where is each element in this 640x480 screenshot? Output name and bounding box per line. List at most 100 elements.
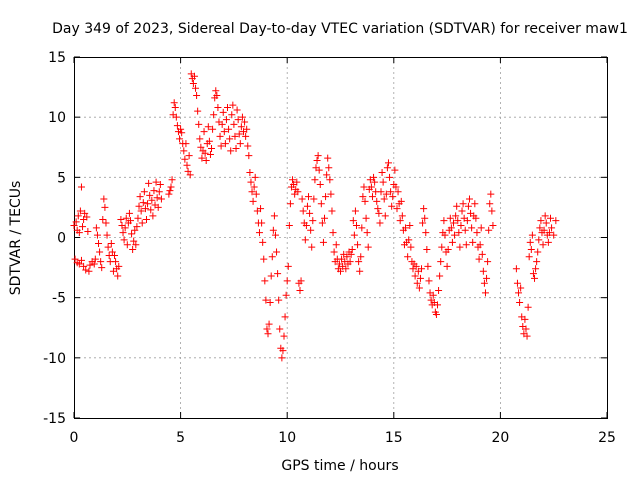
data-point — [425, 277, 433, 285]
data-point — [210, 111, 218, 119]
data-point — [305, 193, 313, 201]
data-point — [279, 347, 287, 355]
data-point — [186, 171, 194, 179]
data-point — [138, 219, 146, 227]
data-point — [100, 195, 108, 203]
data-point — [475, 255, 483, 263]
data-point — [458, 207, 466, 215]
data-point — [377, 188, 385, 196]
data-point — [307, 226, 315, 234]
x-axis-label: GPS time / hours — [281, 458, 398, 474]
data-point — [352, 221, 360, 229]
data-point — [456, 243, 464, 251]
data-point — [205, 137, 213, 145]
data-point — [402, 224, 410, 232]
data-point — [364, 243, 372, 251]
data-point — [311, 176, 319, 184]
data-point — [150, 187, 158, 195]
data-point — [270, 212, 278, 220]
data-point — [424, 262, 432, 270]
data-point — [262, 296, 270, 304]
data-point — [289, 176, 297, 184]
data-point — [379, 178, 387, 186]
data-point — [411, 272, 419, 280]
data-point — [528, 231, 536, 239]
data-point — [316, 181, 324, 189]
data-point — [111, 252, 119, 260]
data-point — [76, 207, 84, 215]
data-point — [178, 129, 186, 137]
data-point — [120, 236, 128, 244]
data-point — [264, 330, 272, 338]
data-point — [274, 270, 282, 278]
data-point — [471, 200, 479, 208]
data-point — [382, 190, 390, 198]
data-point — [209, 125, 217, 133]
data-point — [429, 291, 437, 299]
data-point — [171, 104, 179, 112]
data-point — [144, 200, 152, 208]
data-point — [327, 190, 335, 198]
data-point — [548, 224, 556, 232]
data-point — [303, 202, 311, 210]
data-point — [284, 262, 292, 270]
data-point — [329, 229, 337, 237]
data-point — [435, 286, 443, 294]
data-point — [125, 209, 133, 217]
data-point — [521, 315, 529, 323]
data-point — [155, 188, 163, 196]
data-point — [367, 183, 375, 191]
data-point — [130, 237, 138, 245]
data-point — [315, 166, 323, 174]
data-point — [368, 193, 376, 201]
data-point — [380, 195, 388, 203]
data-point — [280, 332, 288, 340]
data-point — [260, 255, 268, 263]
data-point — [184, 167, 192, 175]
data-point — [79, 223, 87, 231]
data-point — [374, 205, 382, 213]
data-point — [142, 215, 150, 223]
data-point — [180, 147, 188, 155]
data-point — [212, 87, 220, 95]
data-point — [542, 219, 550, 227]
data-point — [213, 92, 221, 100]
data-point — [325, 164, 333, 172]
data-point — [517, 284, 525, 292]
data-point — [293, 178, 301, 186]
data-point — [275, 296, 283, 304]
data-point — [383, 164, 391, 172]
data-point — [93, 231, 101, 239]
data-point — [252, 190, 260, 198]
data-point — [172, 113, 180, 121]
data-point — [271, 231, 279, 239]
data-point — [422, 229, 430, 237]
data-point — [483, 274, 491, 282]
data-point — [392, 183, 400, 191]
data-point — [330, 248, 338, 256]
data-point — [396, 217, 404, 225]
data-point — [436, 272, 444, 280]
data-point — [166, 187, 174, 195]
data-point — [190, 72, 198, 80]
data-point — [165, 190, 173, 198]
data-point — [423, 246, 431, 254]
data-point — [236, 140, 244, 148]
data-point — [463, 217, 471, 225]
data-point — [412, 262, 420, 270]
data-point — [95, 240, 103, 248]
data-point — [167, 183, 175, 191]
data-point — [83, 213, 91, 221]
data-point — [147, 206, 155, 214]
data-point — [489, 221, 497, 229]
data-point — [297, 277, 305, 285]
data-point — [362, 214, 370, 222]
data-point — [525, 253, 533, 261]
data-point — [196, 135, 204, 143]
data-point — [298, 195, 306, 203]
data-point — [358, 224, 366, 232]
data-point — [432, 311, 440, 319]
data-point — [152, 178, 160, 186]
data-point — [267, 272, 275, 280]
